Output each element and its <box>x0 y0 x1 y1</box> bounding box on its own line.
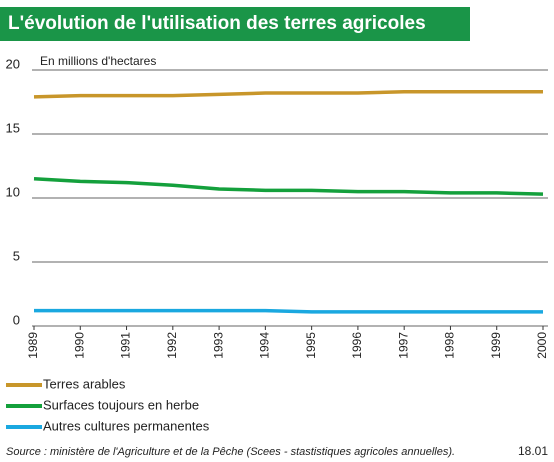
chart-title: L'évolution de l'utilisation des terres … <box>8 13 426 34</box>
x-tick-label: 1989 <box>26 332 40 359</box>
x-tick-label: 1998 <box>443 332 457 359</box>
legend-label: Autres cultures permanentes <box>43 418 210 433</box>
x-tick-label: 1999 <box>489 332 503 359</box>
y-tick-label: 5 <box>13 248 20 263</box>
code: 18.01 <box>518 444 548 458</box>
y-tick-label: 10 <box>6 184 20 199</box>
source: Source : ministère de l'Agriculture et d… <box>6 446 455 458</box>
x-tick-label: 1993 <box>211 332 225 359</box>
series-line <box>33 90 543 99</box>
y-tick-label: 20 <box>6 56 20 71</box>
x-tick-label: 1997 <box>396 332 410 359</box>
series-line <box>34 308 543 314</box>
y-tick-label: 0 <box>13 312 20 327</box>
x-tick-label: 1991 <box>119 332 133 359</box>
x-tick-label: 1995 <box>304 332 318 359</box>
y-axis-label: En millions d'hectares <box>40 54 156 68</box>
legend-label: Surfaces toujours en herbe <box>43 397 199 412</box>
legend-label: Terres arables <box>43 376 126 391</box>
x-tick-label: 1992 <box>165 332 179 359</box>
x-tick-label: 1994 <box>258 332 272 359</box>
y-tick-label: 15 <box>6 120 20 135</box>
title-bar <box>0 7 470 41</box>
series-line <box>33 177 544 196</box>
x-tick-label: 1990 <box>72 332 86 359</box>
x-tick-label: 1996 <box>350 332 364 359</box>
x-tick-label: 2000 <box>535 332 549 359</box>
